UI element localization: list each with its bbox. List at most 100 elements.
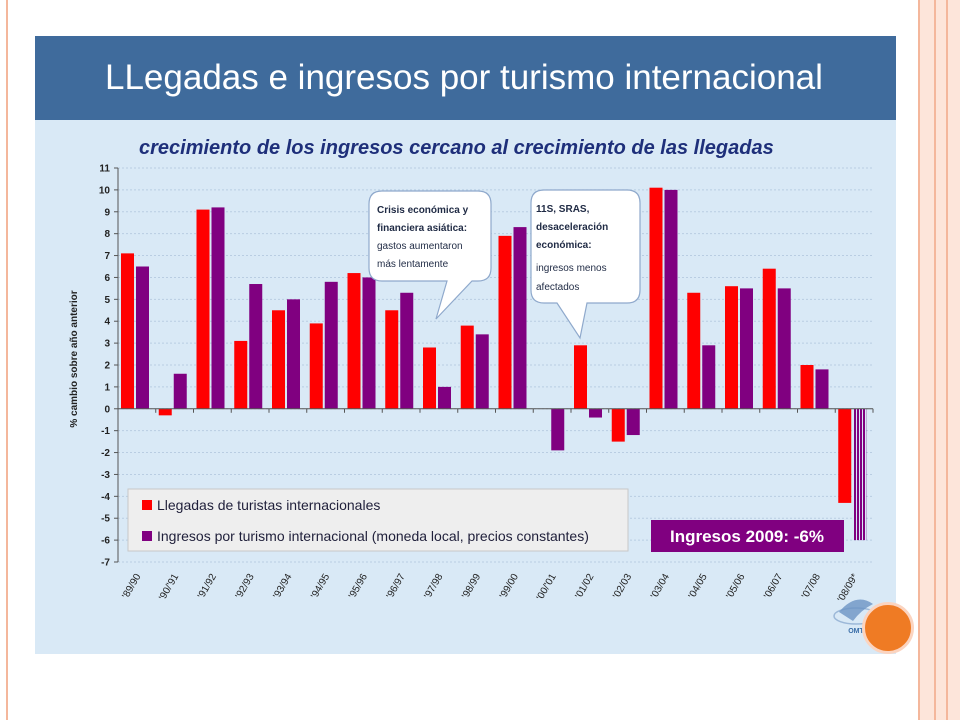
bar-llegadas-10 — [498, 235, 512, 409]
slide-panel: LLegadas e ingresos por turismo internac… — [35, 36, 896, 654]
badge-text: Ingresos 2009: -6% — [670, 527, 824, 546]
x-tick-label: '92/93 — [234, 572, 257, 601]
legend-swatch-ingresos — [142, 531, 152, 541]
y-tick-label: 10 — [99, 185, 111, 196]
bar-llegadas-14 — [649, 187, 663, 409]
chart-legend: Llegadas de turistas internacionales Ing… — [127, 488, 629, 552]
annotation-asia-text: Crisis económica y financiera asiática: … — [377, 205, 471, 270]
bar-ingresos-10 — [513, 227, 527, 409]
x-tick-label: '02/03 — [611, 572, 634, 601]
bar-ingresos-12 — [589, 408, 602, 418]
x-tick-label: '93/94 — [271, 572, 294, 601]
bar-llegadas-7 — [385, 310, 399, 409]
bar-llegadas-16 — [725, 286, 738, 409]
y-tick-label: 8 — [104, 229, 110, 240]
bar-llegadas-9 — [460, 325, 474, 409]
bar-ingresos-11 — [551, 408, 565, 451]
bar-ingresos-6 — [362, 277, 376, 409]
y-tick-label: -2 — [101, 448, 110, 459]
bar-ingresos-17 — [777, 288, 791, 409]
slide-frame-left — [0, 0, 8, 720]
y-tick-label: -6 — [101, 536, 110, 547]
bar-chart: crecimiento de los ingresos cercano al c… — [69, 137, 879, 635]
bar-ingresos-9 — [475, 334, 489, 409]
y-tick-label: -3 — [101, 470, 110, 481]
slide-frame-right — [918, 0, 960, 720]
bar-llegadas-18 — [800, 365, 814, 409]
x-tick-label: '06/07 — [762, 572, 785, 601]
bar-llegadas-3 — [234, 340, 248, 409]
y-tick-label: -4 — [101, 492, 110, 503]
legend-label-ingresos: Ingresos por turismo internacional (mone… — [157, 528, 589, 544]
bar-ingresos-2 — [211, 207, 225, 409]
bars — [121, 187, 867, 541]
x-tick-label: '94/95 — [309, 572, 332, 601]
axes — [114, 167, 874, 563]
bar-llegadas-17 — [762, 268, 776, 409]
y-tick-label: 2 — [104, 361, 110, 372]
x-tick-label: '03/04 — [649, 572, 672, 601]
x-tick-label: '05/06 — [724, 572, 747, 601]
x-tick-label: '00/'01 — [535, 572, 559, 603]
decorative-orange-circle — [862, 602, 914, 654]
ingresos-2009-badge: Ingresos 2009: -6% — [651, 520, 844, 552]
x-axis-ticks: '89/90 '90/'91 '91/92 '92/93 '93/94 '94/95 '95… — [120, 572, 860, 605]
y-tick-label: -1 — [101, 426, 110, 437]
x-tick-label: '98/99 — [460, 572, 483, 601]
annotation-sars-text: 11S, SRAS, desaceleración económica: ing… — [536, 204, 611, 293]
bar-ingresos-5 — [324, 281, 338, 409]
bar-ingresos-18 — [815, 369, 829, 409]
bar-ingresos-1 — [173, 373, 187, 409]
bar-llegadas-4 — [272, 310, 285, 409]
bar-llegadas-6 — [347, 273, 361, 409]
bar-ingresos-14 — [664, 189, 678, 409]
x-tick-label: '95/96 — [347, 572, 370, 601]
bar-ingresos-16 — [740, 288, 753, 409]
legend-swatch-llegadas — [142, 500, 152, 510]
bar-llegadas-0 — [121, 253, 134, 409]
bar-llegadas-1 — [158, 408, 172, 416]
y-tick-label: -7 — [101, 558, 110, 569]
annotation-asia-bubble: Crisis económica y financiera asiática: … — [368, 190, 492, 320]
y-tick-label: 7 — [104, 251, 110, 262]
y-tick-label: 6 — [104, 273, 110, 284]
bar-llegadas-2 — [196, 209, 210, 409]
title-bar: LLegadas e ingresos por turismo internac… — [35, 36, 896, 120]
bar-llegadas-15 — [687, 292, 701, 409]
y-tick-label: 1 — [104, 382, 110, 393]
legend-label-llegadas: Llegadas de turistas internacionales — [157, 497, 380, 513]
x-tick-label: '99/00 — [498, 572, 521, 601]
x-tick-label: '08/09* — [836, 572, 861, 604]
x-tick-label: '96/97 — [385, 572, 408, 601]
slide-title: LLegadas e ingresos por turismo internac… — [105, 58, 823, 97]
y-tick-label: 4 — [104, 317, 110, 328]
bar-ingresos-15 — [702, 345, 716, 409]
x-tick-label: '04/05 — [687, 572, 710, 601]
bar-llegadas-12 — [574, 345, 587, 409]
x-tick-label: '90/'91 — [157, 572, 181, 603]
bar-ingresos-0 — [136, 266, 149, 409]
x-tick-label: '97/98 — [422, 572, 445, 601]
bar-ingresos-8 — [438, 386, 451, 409]
omt-logo-text: OMT — [848, 628, 864, 635]
y-tick-label: 9 — [104, 207, 110, 218]
y-axis-label: % cambio sobre año anterior — [69, 290, 80, 427]
bar-ingresos-19 — [853, 408, 867, 541]
y-tick-label: 3 — [104, 339, 110, 350]
y-tick-label: 11 — [99, 164, 110, 175]
y-tick-label: 5 — [104, 295, 110, 306]
bar-ingresos-3 — [249, 284, 263, 409]
bar-ingresos-13 — [626, 408, 640, 436]
bar-ingresos-7 — [400, 292, 414, 409]
y-tick-label: 0 — [104, 404, 110, 415]
y-tick-label: -5 — [101, 514, 110, 525]
chart-subtitle: crecimiento de los ingresos cercano al c… — [139, 137, 774, 159]
bar-llegadas-8 — [423, 347, 436, 409]
x-tick-label: '01/02 — [573, 572, 596, 601]
x-tick-label: '89/90 — [120, 572, 143, 601]
bar-llegadas-19 — [838, 408, 852, 503]
annotation-sars-bubble: 11S, SRAS, desaceleración económica: ing… — [530, 189, 641, 340]
bar-llegadas-5 — [309, 323, 323, 409]
bar-ingresos-4 — [287, 299, 300, 409]
